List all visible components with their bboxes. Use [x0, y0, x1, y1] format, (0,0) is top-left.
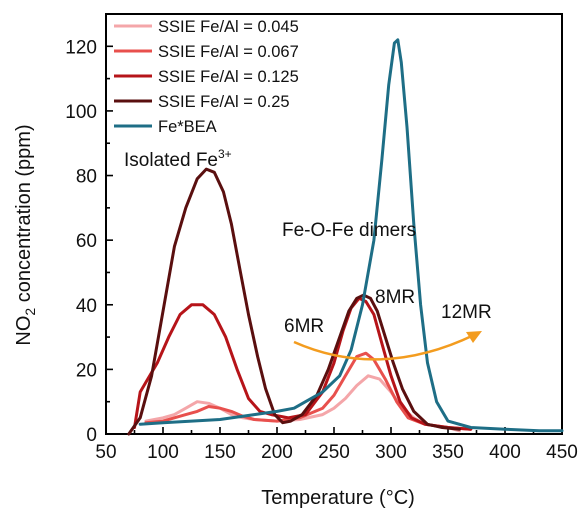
dimers-label: Fe-O-Fe dimers: [282, 220, 416, 241]
mr-arrow: [293, 333, 475, 361]
legend-label-2: SSIE Fe/Al = 0.125: [158, 68, 299, 86]
twelve-mr-label: 12MR: [441, 302, 492, 323]
series-line-3: [127, 167, 461, 436]
y-axis-title: NO2 concentration (ppm): [13, 124, 38, 345]
y-tick-label: 20: [76, 360, 97, 381]
x-tick-label: 100: [147, 442, 179, 463]
x-tick-label: 350: [432, 442, 464, 463]
y-tick-label: 40: [76, 296, 97, 317]
six-mr-label: 6MR: [284, 316, 324, 337]
y-tick-label: 80: [76, 167, 97, 188]
y-tick-label: 0: [86, 425, 97, 446]
x-tick-label: 200: [261, 442, 293, 463]
series-line-4: [138, 38, 564, 433]
x-tick-label: 150: [204, 442, 236, 463]
x-tick-label: 250: [318, 442, 350, 463]
axes-layer: 50 100 150 200 250 300 350 400 450 0 20 40 60 80 100 12…: [65, 13, 578, 463]
x-tick-label: 400: [489, 442, 521, 463]
y-tick-label: 120: [65, 37, 97, 58]
mr-arrow-head: [466, 331, 482, 343]
annotation-layer: Isolated Fe3+ Fe-O-Fe dimers 6MR 8MR 12M…: [124, 147, 492, 361]
series-line-1: [144, 351, 473, 431]
isolated-fe-label: Isolated Fe3+: [124, 147, 232, 171]
x-tick-label: 450: [546, 442, 578, 463]
legend-label-3: SSIE Fe/Al = 0.25: [158, 93, 290, 111]
x-axis-title: Temperature (°C): [261, 487, 415, 509]
x-tick-label: 50: [95, 442, 116, 463]
y-tick-label: 100: [65, 102, 97, 123]
legend-label-1: SSIE Fe/Al = 0.067: [158, 43, 299, 61]
series-layer: [127, 38, 564, 436]
legend: SSIE Fe/Al = 0.045 SSIE Fe/Al = 0.067 SSIE…: [114, 18, 299, 136]
legend-label-0: SSIE Fe/Al = 0.045: [158, 18, 299, 36]
legend-label-4: Fe*BEA: [158, 118, 217, 136]
eight-mr-label: 8MR: [375, 287, 415, 308]
y-tick-label: 60: [76, 231, 97, 252]
x-tick-label: 300: [375, 442, 407, 463]
